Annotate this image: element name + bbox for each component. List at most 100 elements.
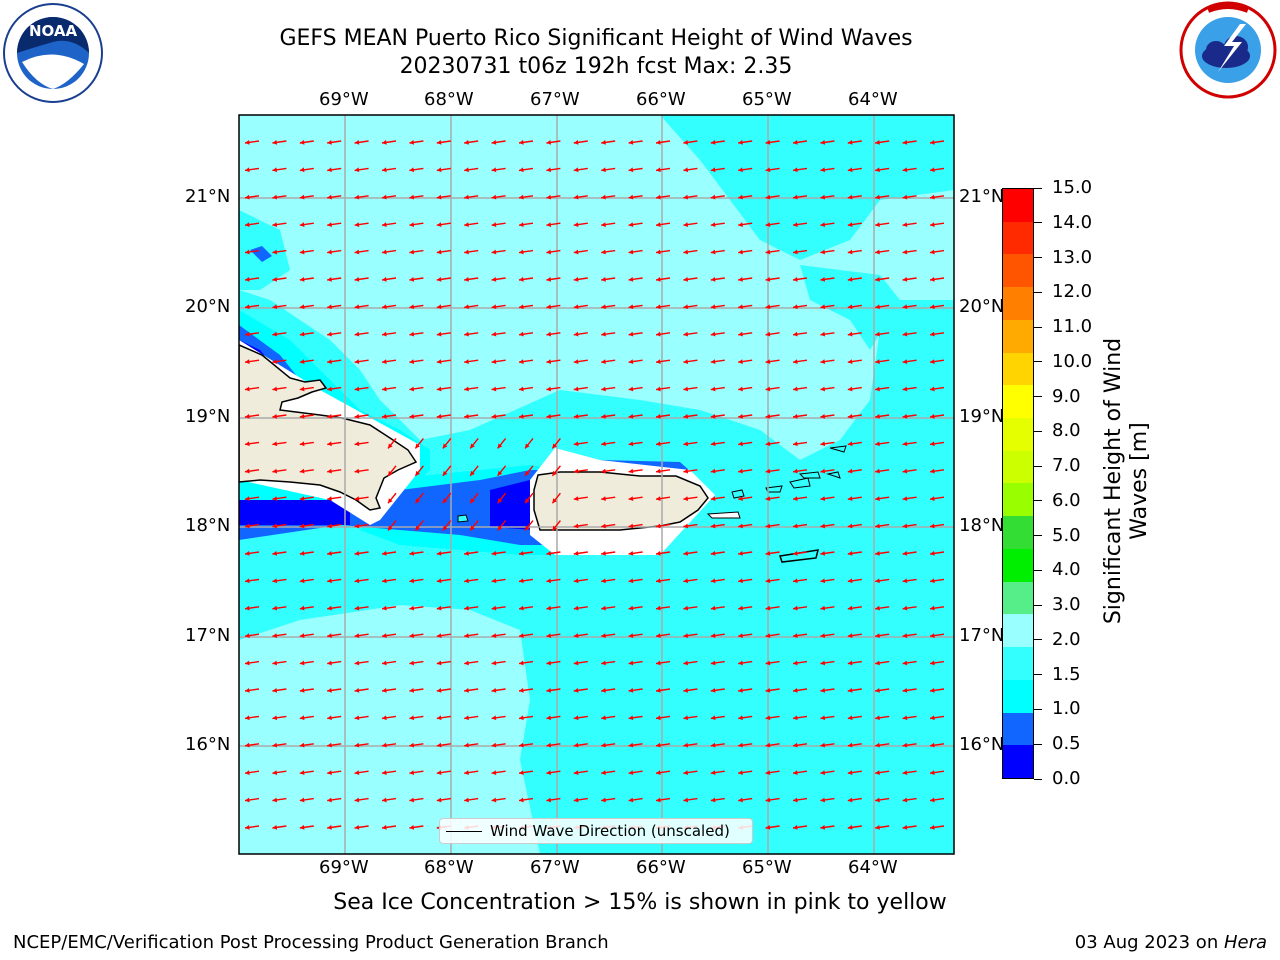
colorbar-segment xyxy=(1003,319,1033,353)
colorbar-segment xyxy=(1003,745,1033,778)
wind-arrow-head xyxy=(710,331,716,337)
colorbar-segment xyxy=(1003,647,1033,680)
wind-arrow-head xyxy=(847,660,853,666)
wind-arrow-head xyxy=(354,249,360,255)
wind-arrow-head xyxy=(683,414,689,419)
wind-arrow-head xyxy=(354,277,360,282)
wind-arrow-head xyxy=(519,167,524,173)
wind-arrow-head xyxy=(847,551,853,556)
wind-arrow-head xyxy=(656,523,661,529)
wind-arrow-head xyxy=(847,742,853,748)
wind-arrow-head xyxy=(272,825,278,830)
wind-arrow-head xyxy=(793,742,798,748)
wind-arrow-head xyxy=(656,194,661,200)
wind-arrow-head xyxy=(656,140,661,145)
wind-arrow-head xyxy=(765,660,771,666)
st-john-island xyxy=(789,477,811,489)
mona-island xyxy=(457,514,469,523)
wind-arrow-head xyxy=(601,633,606,638)
wind-arrow-head xyxy=(354,633,360,638)
wind-arrow-head xyxy=(793,825,798,830)
wind-arrow-head xyxy=(710,770,716,775)
colorbar-tick-label: 14.0 xyxy=(1052,211,1093,233)
wind-arrow-head xyxy=(436,331,442,337)
wind-arrow-head xyxy=(628,222,634,227)
wind-arrow-head xyxy=(382,688,387,693)
colorbar-segment xyxy=(1003,483,1033,517)
wind-arrow-head xyxy=(519,715,524,721)
wind-arrow-head xyxy=(820,194,826,200)
wind-arrow-head xyxy=(354,414,360,419)
wind-arrow-head xyxy=(382,825,387,830)
wind-arrow-head xyxy=(930,277,935,282)
wind-arrow-head xyxy=(656,578,661,584)
wind-arrow-head xyxy=(765,277,771,282)
wind-arrow-head xyxy=(765,140,771,145)
wind-arrow-head xyxy=(710,551,716,556)
map-legend: Wind Wave Direction (unscaled) xyxy=(439,818,753,844)
lon-label-bottom: 69°W xyxy=(319,857,369,878)
wind-arrow-head xyxy=(491,770,497,775)
wind-arrow-head xyxy=(272,770,278,775)
wind-arrow-head xyxy=(847,523,853,529)
wind-arrow-head xyxy=(820,331,826,337)
wind-arrow-head xyxy=(327,359,332,364)
wind-arrow-head xyxy=(519,797,524,803)
wind-arrow-head xyxy=(847,441,853,447)
wind-arrow-head xyxy=(875,222,880,227)
wind-arrow-head xyxy=(388,498,393,504)
wind-arrow-head xyxy=(601,660,606,666)
colorbar-tick-mark xyxy=(1034,604,1042,606)
colorbar-tick-mark xyxy=(1034,361,1042,363)
wind-arrow-head xyxy=(902,441,908,447)
wind-arrow-head xyxy=(415,470,421,476)
wind-arrow-head xyxy=(683,468,689,474)
wind-arrow-head xyxy=(245,523,250,529)
wind-arrow-head xyxy=(765,304,771,310)
wind-arrow-head xyxy=(436,605,442,611)
wind-arrow-head xyxy=(738,414,743,419)
wind-arrow-head xyxy=(793,249,798,255)
wind-arrow-head xyxy=(491,386,497,392)
map-subtitle: 20230731 t06z 192h fcst Max: 2.35 xyxy=(399,54,793,79)
wind-arrow-head xyxy=(847,605,853,611)
wind-arrow-head xyxy=(436,386,442,392)
wind-arrow-head xyxy=(464,605,469,611)
wind-arrow-head xyxy=(683,496,689,501)
wind-arrow-head xyxy=(710,688,716,693)
colorbar-tick-label: 3.0 xyxy=(1052,594,1081,616)
wind-arrow-head xyxy=(436,277,442,282)
wind-arrow-head xyxy=(245,742,250,748)
wind-arrow-head xyxy=(902,551,908,556)
wind-arrow-head xyxy=(436,167,442,173)
wind-arrow-head xyxy=(409,359,415,364)
wind-arrow-head xyxy=(902,496,908,501)
wind-arrow-head xyxy=(272,578,278,584)
wind-arrow-head xyxy=(299,359,305,364)
wind-arrow-head xyxy=(875,441,880,447)
wind-arrow-head xyxy=(546,140,552,145)
wind-arrow-head xyxy=(573,742,579,748)
wind-arrow-head xyxy=(299,742,305,748)
wind-arrow-head xyxy=(299,633,305,638)
wind-arrow-head xyxy=(327,742,332,748)
hispaniola-land xyxy=(239,344,418,511)
wind-arrow-head xyxy=(738,277,743,282)
wind-arrow-head xyxy=(820,468,826,474)
wind-arrow-head xyxy=(552,443,558,449)
wind-arrow-head xyxy=(245,249,250,255)
wind-arrow-head xyxy=(272,797,278,803)
colorbar-tick-mark xyxy=(1034,639,1042,641)
wind-arrow-head xyxy=(272,222,278,227)
colorbar-segment xyxy=(1003,221,1033,255)
wind-arrow-head xyxy=(601,496,606,501)
wind-arrow-head xyxy=(409,578,415,584)
wind-arrow-head xyxy=(327,496,332,501)
wind-arrow-head xyxy=(382,551,387,556)
wind-arrow-head xyxy=(656,167,661,173)
wind-arrow-head xyxy=(327,304,332,310)
wind-arrow-head xyxy=(382,414,387,419)
wind-arrow-head xyxy=(327,222,332,227)
wind-arrow-head xyxy=(875,249,880,255)
wind-arrow-head xyxy=(902,304,908,310)
